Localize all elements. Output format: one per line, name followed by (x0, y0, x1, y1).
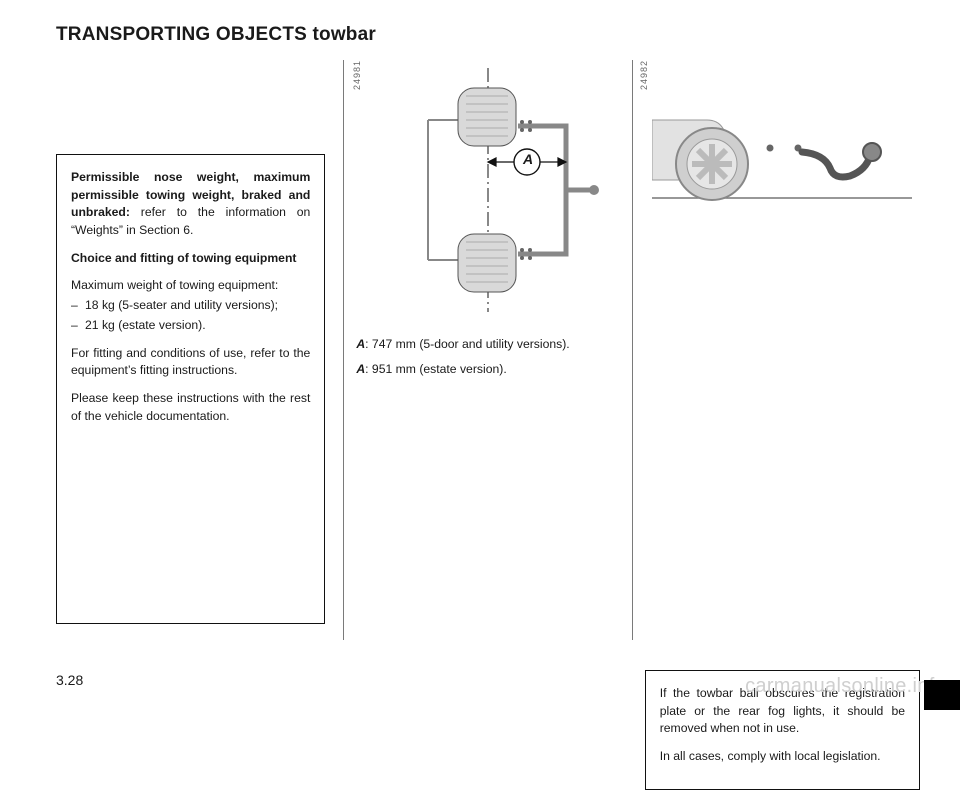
para-keep-instructions: Please keep these instructions with the … (71, 390, 310, 425)
caption-a1-label: A (356, 337, 365, 351)
para-max-weight: Maximum weight of towing equipment: (71, 277, 310, 295)
image-code: 24982 (639, 60, 649, 90)
towbar-top-diagram: A (358, 60, 618, 320)
para-fitting: For fitting and conditions of use, refer… (71, 345, 310, 380)
caption-a2: A: 951 mm (estate version). (356, 359, 619, 380)
dimension-label-a: A (518, 151, 538, 167)
watermark: carmanualsonline.info (745, 675, 946, 698)
caption-a2-label: A (356, 362, 365, 376)
caption-a1-text: : 747 mm (5-door and utility versions). (365, 337, 570, 351)
page-number: 3.28 (56, 672, 83, 688)
towbar-side-diagram (652, 60, 912, 230)
column-center: 24981 (344, 60, 631, 640)
column-right: 24982 (633, 60, 920, 640)
page-tab (924, 680, 960, 710)
list-item: 18 kg (5-seater and utility versions); (71, 297, 310, 315)
para-nose-weight: Permissible nose weight, maximum permiss… (71, 169, 310, 240)
page-title: TRANSPORTING OBJECTS towbar (56, 24, 920, 46)
column-left: Permissible nose weight, maximum permiss… (56, 60, 343, 640)
para-comply-legislation: In all cases, comply with local legislat… (660, 748, 905, 766)
caption-a2-text: : 951 mm (estate version). (365, 362, 507, 376)
para-choice-heading: Choice and fitting of towing equipment (71, 250, 310, 268)
weight-list: 18 kg (5-seater and utility versions); 2… (71, 297, 310, 334)
info-box-left: Permissible nose weight, maximum permiss… (56, 154, 325, 624)
columns: Permissible nose weight, maximum permiss… (56, 60, 920, 640)
caption-a1: A: 747 mm (5-door and utility versions). (356, 334, 619, 355)
list-item: 21 kg (estate version). (71, 317, 310, 335)
